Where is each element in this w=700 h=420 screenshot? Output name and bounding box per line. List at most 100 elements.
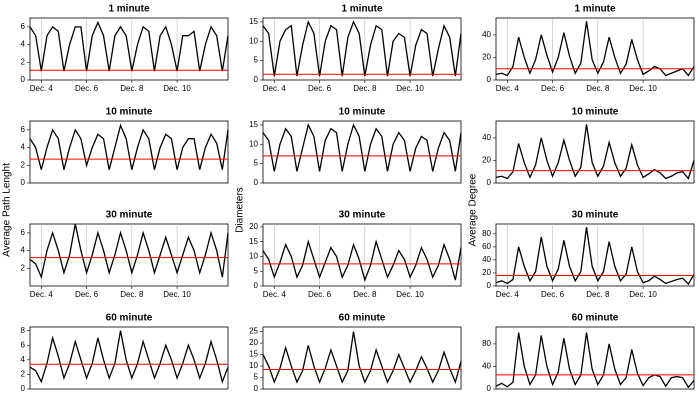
y-tick-label: 6 <box>21 340 26 349</box>
y-tick-label: 0 <box>487 281 492 290</box>
y-tick-label: 0 <box>21 178 26 187</box>
y-tick-label: 8 <box>21 326 26 335</box>
panel-title: 30 minute <box>572 210 619 221</box>
x-tick-label: Dec. 4 <box>496 290 520 299</box>
y-tick-label: 25 <box>249 327 258 336</box>
plot-frame <box>262 17 462 81</box>
y-tick-label: 0 <box>21 384 26 393</box>
panel-title: 10 minute <box>572 107 619 118</box>
y-tick-label: 60 <box>482 242 491 251</box>
series-line <box>262 331 462 385</box>
y-tick-label: 6 <box>21 228 26 237</box>
y-tick-label: 15 <box>249 237 258 246</box>
y-tick-label: 20 <box>482 53 491 62</box>
y-axis-label: Average Degree <box>468 173 479 246</box>
x-tick-label: Dec. 10 <box>163 84 191 93</box>
y-tick-label: 80 <box>482 339 491 348</box>
y-tick-label: 6 <box>21 125 26 134</box>
x-tick-label: Dec. 8 <box>353 84 377 93</box>
x-tick-label: Dec. 4 <box>263 290 287 299</box>
x-tick-label: Dec. 10 <box>629 290 657 299</box>
y-tick-label: 20 <box>249 338 258 347</box>
panel-title: 60 minute <box>106 313 153 324</box>
plot-frame <box>495 17 695 81</box>
y-axis-label: Average Path Lenght <box>2 163 13 257</box>
plot-frame <box>495 326 695 390</box>
y-tick-label: 6 <box>21 22 26 31</box>
y-tick-label: 0 <box>254 281 259 290</box>
y-tick-label: 2 <box>21 263 26 272</box>
x-tick-label: Dec. 10 <box>396 84 424 93</box>
series-line <box>495 124 695 180</box>
series-line <box>29 20 229 72</box>
y-tick-label: 15 <box>249 120 258 129</box>
x-tick-label: Dec. 4 <box>30 290 54 299</box>
y-tick-label: 0 <box>487 384 492 393</box>
y-tick-label: 40 <box>482 255 491 264</box>
x-tick-label: Dec. 4 <box>263 84 287 93</box>
panel-title: 1 minute <box>574 4 616 15</box>
y-tick-label: 40 <box>482 133 491 142</box>
plot-frame <box>495 120 695 184</box>
panel-title: 60 minute <box>339 313 386 324</box>
plot-frame <box>29 120 229 184</box>
y-tick-label: 2 <box>21 160 26 169</box>
y-tick-label: 0 <box>254 384 259 393</box>
y-tick-label: 2 <box>21 57 26 66</box>
y-tick-label: 4 <box>21 355 26 364</box>
series-line <box>262 122 462 172</box>
panel-title: 1 minute <box>108 4 150 15</box>
plot-frame <box>262 120 462 184</box>
plot-frame <box>262 223 462 287</box>
y-tick-label: 0 <box>487 75 492 84</box>
series-line <box>495 227 695 286</box>
panel-title: 30 minute <box>106 210 153 221</box>
y-tick-label: 5 <box>254 266 259 275</box>
y-tick-label: 4 <box>21 246 26 255</box>
y-tick-label: 20 <box>249 222 258 231</box>
y-tick-label: 5 <box>254 159 259 168</box>
plot-frame <box>29 223 229 287</box>
y-tick-label: 0 <box>487 178 492 187</box>
series-line <box>29 123 229 170</box>
panel-title: 1 minute <box>341 4 383 15</box>
series-line <box>262 19 462 77</box>
x-tick-label: Dec. 10 <box>396 290 424 299</box>
x-tick-label: Dec. 4 <box>496 84 520 93</box>
x-tick-label: Dec. 4 <box>30 84 54 93</box>
y-tick-label: 40 <box>482 362 491 371</box>
y-tick-label: 20 <box>482 156 491 165</box>
plot-frame <box>29 326 229 390</box>
x-tick-label: Dec. 8 <box>120 290 144 299</box>
y-tick-label: 10 <box>249 361 258 370</box>
y-tick-label: 40 <box>482 30 491 39</box>
plot-frame <box>262 326 462 390</box>
panel-title: 60 minute <box>572 313 619 324</box>
y-tick-label: 0 <box>21 75 26 84</box>
x-tick-label: Dec. 6 <box>75 290 99 299</box>
x-tick-label: Dec. 6 <box>541 290 565 299</box>
series-line <box>495 332 695 389</box>
series-line <box>262 239 462 283</box>
y-axis-label: Diameters <box>235 187 246 233</box>
panel-title: 30 minute <box>339 210 386 221</box>
y-tick-label: 4 <box>21 40 26 49</box>
x-tick-label: Dec. 6 <box>308 84 332 93</box>
y-tick-label: 4 <box>21 143 26 152</box>
y-tick-label: 0 <box>254 178 259 187</box>
x-tick-label: Dec. 8 <box>120 84 144 93</box>
panel-title: 10 minute <box>106 107 153 118</box>
y-tick-label: 5 <box>254 373 259 382</box>
series-line <box>29 223 229 280</box>
y-tick-label: 10 <box>249 139 258 148</box>
panel-title: 10 minute <box>339 107 386 118</box>
y-tick-label: 0 <box>254 75 259 84</box>
y-tick-label: 2 <box>21 370 26 379</box>
y-tick-label: 15 <box>249 350 258 359</box>
plot-frame <box>495 223 695 287</box>
x-tick-label: Dec. 6 <box>541 84 565 93</box>
series-line <box>29 330 229 384</box>
plot-frame <box>29 17 229 81</box>
y-tick-label: 5 <box>254 56 259 65</box>
